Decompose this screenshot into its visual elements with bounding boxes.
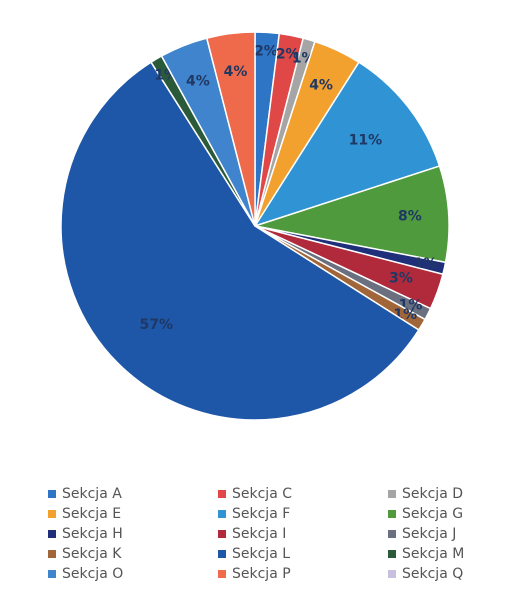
legend-label: Sekcja M	[402, 546, 464, 562]
legend-label: Sekcja O	[62, 566, 123, 582]
data-label: 2%	[254, 44, 278, 60]
legend-swatch	[48, 570, 56, 578]
data-label: 11%	[349, 132, 383, 148]
legend-label: Sekcja G	[402, 506, 463, 522]
legend-label: Sekcja A	[62, 486, 122, 502]
legend-swatch	[218, 570, 226, 578]
legend-label: Sekcja F	[232, 506, 290, 522]
legend-label: Sekcja H	[62, 526, 123, 542]
data-label: 3%	[389, 271, 413, 287]
data-label: 8%	[398, 208, 422, 224]
legend-label: Sekcja E	[62, 506, 121, 522]
pie-slice	[205, 31, 256, 227]
legend-swatch	[48, 530, 56, 538]
legend-swatch	[48, 490, 56, 498]
legend-label: Sekcja J	[402, 526, 456, 542]
pie-slice	[60, 61, 420, 421]
legend-swatch	[218, 530, 226, 538]
pie-slice	[253, 61, 441, 228]
legend-swatch	[48, 510, 56, 518]
data-label: 57%	[139, 317, 173, 333]
pie-slice	[254, 165, 450, 264]
legend-swatch	[218, 490, 226, 498]
legend-label: Sekcja D	[402, 486, 463, 502]
data-label: 4%	[186, 74, 210, 90]
data-label: 4%	[309, 78, 333, 94]
legend-label: Sekcja K	[62, 546, 122, 562]
legend-label: Sekcja C	[232, 486, 292, 502]
legend-label: Sekcja Q	[402, 566, 463, 582]
legend-swatch	[388, 530, 396, 538]
legend-swatch	[218, 510, 226, 518]
legend-label: Sekcja L	[232, 546, 290, 562]
legend-swatch	[48, 550, 56, 558]
legend-swatch	[388, 550, 396, 558]
legend-label: Sekcja P	[232, 566, 291, 582]
legend-swatch	[388, 570, 396, 578]
legend-swatch	[218, 550, 226, 558]
legend-label: Sekcja I	[232, 526, 286, 542]
legend-swatch	[388, 510, 396, 518]
data-label: 2%	[276, 46, 300, 62]
data-label: 4%	[224, 64, 248, 80]
legend-swatch	[388, 490, 396, 498]
